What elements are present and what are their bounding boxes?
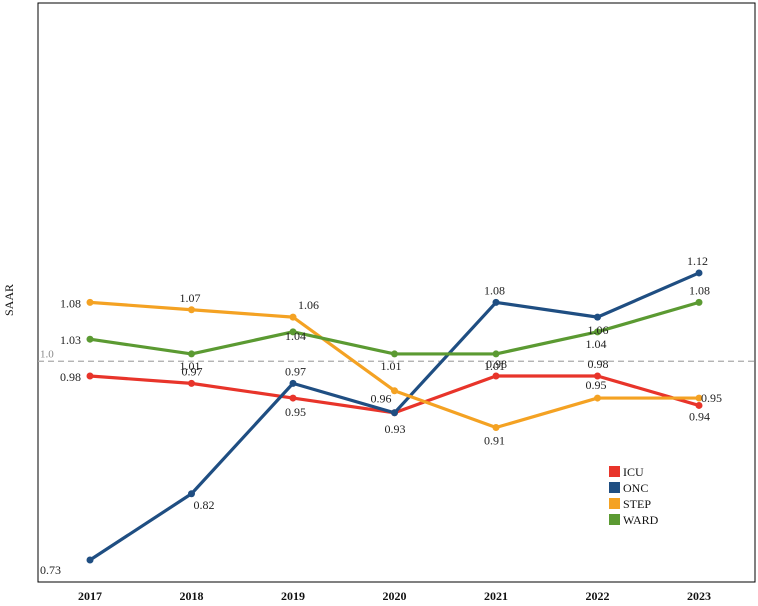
series-onc (86, 269, 703, 564)
x-tick-2023: 2023 (687, 589, 711, 603)
data-point-step-2019 (289, 313, 297, 321)
data-point-step-2017 (86, 298, 94, 306)
x-tick-2020: 2020 (383, 589, 407, 603)
legend-swatch-icu (609, 466, 620, 477)
data-point-icu-2021 (492, 372, 500, 380)
data-point-onc-2017 (86, 556, 94, 564)
legend-label-icu: ICU (623, 465, 644, 479)
data-label-onc-2023: 1.12 (687, 254, 708, 268)
data-label-ward-2021: 1.01 (484, 359, 505, 373)
data-point-ward-2017 (86, 335, 94, 343)
x-tick-2019: 2019 (281, 589, 305, 603)
data-label-step-2020: 0.96 (371, 392, 392, 406)
data-label-ward-2023: 1.08 (689, 283, 710, 297)
data-label-icu-2022: 0.98 (588, 357, 609, 371)
x-tick-2017: 2017 (78, 589, 102, 603)
x-tick-2022: 2022 (586, 589, 610, 603)
data-point-step-2018 (188, 306, 195, 314)
data-point-step-2023 (695, 394, 703, 402)
data-label-step-2018: 1.07 (180, 291, 201, 305)
data-point-icu-2019 (289, 394, 297, 402)
data-label-ward-2022: 1.04 (586, 337, 607, 351)
legend-label-ward: WARD (623, 513, 659, 527)
data-label-ward-2017: 1.03 (60, 333, 81, 347)
legend: ICU ONC STEP WARD (609, 465, 659, 527)
legend-label-step: STEP (623, 497, 651, 511)
reference-line-label: 1.0 (40, 348, 54, 360)
x-tick-2018: 2018 (180, 589, 204, 603)
data-point-step-2022 (594, 394, 601, 402)
data-point-ward-2022 (594, 328, 601, 336)
series-layer (86, 269, 703, 564)
data-label-icu-2017: 0.98 (60, 370, 81, 384)
data-label-onc-2020: 0.93 (385, 422, 406, 436)
series-line-onc (88, 271, 701, 562)
data-label-ward-2018: 1.01 (180, 359, 201, 373)
data-point-onc-2021 (492, 298, 500, 306)
data-point-icu-2022 (594, 372, 601, 380)
data-point-ward-2018 (188, 350, 195, 358)
data-label-ward-2020: 1.01 (381, 359, 402, 373)
data-point-onc-2023 (695, 269, 703, 277)
plot-frame (37, 2, 756, 583)
y-axis-label: SAAR (2, 284, 16, 316)
data-point-step-2021 (492, 424, 500, 432)
series-line-icu (88, 374, 701, 415)
data-label-step-2019: 1.06 (298, 298, 319, 312)
legend-swatch-step (609, 498, 620, 509)
data-point-ward-2021 (492, 350, 500, 358)
data-label-step-2017: 1.08 (60, 296, 81, 310)
data-label-onc-2017: 0.73 (40, 563, 61, 577)
data-label-step-2023: 0.95 (701, 391, 722, 405)
data-point-onc-2020 (391, 409, 398, 417)
data-point-ward-2019 (289, 328, 297, 336)
data-point-icu-2023 (695, 401, 703, 409)
legend-label-onc: ONC (623, 481, 648, 495)
data-point-ward-2020 (391, 350, 398, 358)
data-label-onc-2019: 0.97 (285, 364, 306, 378)
data-label-layer: 0.98 0.97 0.95 0.98 0.98 0.94 0.73 0.82 0.97 0.93… (40, 254, 722, 577)
data-label-icu-2023: 0.94 (689, 409, 710, 423)
series-step (86, 298, 703, 432)
data-label-step-2021: 0.91 (484, 434, 505, 448)
data-label-onc-2022: 1.06 (588, 323, 609, 337)
data-point-onc-2018 (188, 490, 195, 498)
x-axis-ticks: 2017 2018 2019 2020 2021 2022 2023 (78, 589, 711, 603)
data-label-onc-2018: 0.82 (194, 498, 215, 512)
data-label-step-2022: 0.95 (586, 378, 607, 392)
data-point-onc-2022 (594, 313, 601, 321)
data-point-step-2020 (391, 387, 398, 395)
legend-swatch-ward (609, 514, 620, 525)
data-label-onc-2021: 1.08 (484, 283, 505, 297)
data-point-icu-2018 (188, 379, 195, 387)
series-ward (86, 298, 703, 358)
legend-swatch-onc (609, 482, 620, 493)
data-label-icu-2019: 0.95 (285, 405, 306, 419)
x-tick-2021: 2021 (484, 589, 508, 603)
data-point-icu-2017 (86, 372, 94, 380)
data-label-icu-2018: 0.97 (182, 364, 203, 378)
data-point-onc-2019 (289, 379, 297, 387)
data-point-ward-2023 (695, 298, 703, 306)
data-label-ward-2019: 1.04 (285, 329, 306, 343)
data-label-icu-2021: 0.98 (486, 357, 507, 371)
